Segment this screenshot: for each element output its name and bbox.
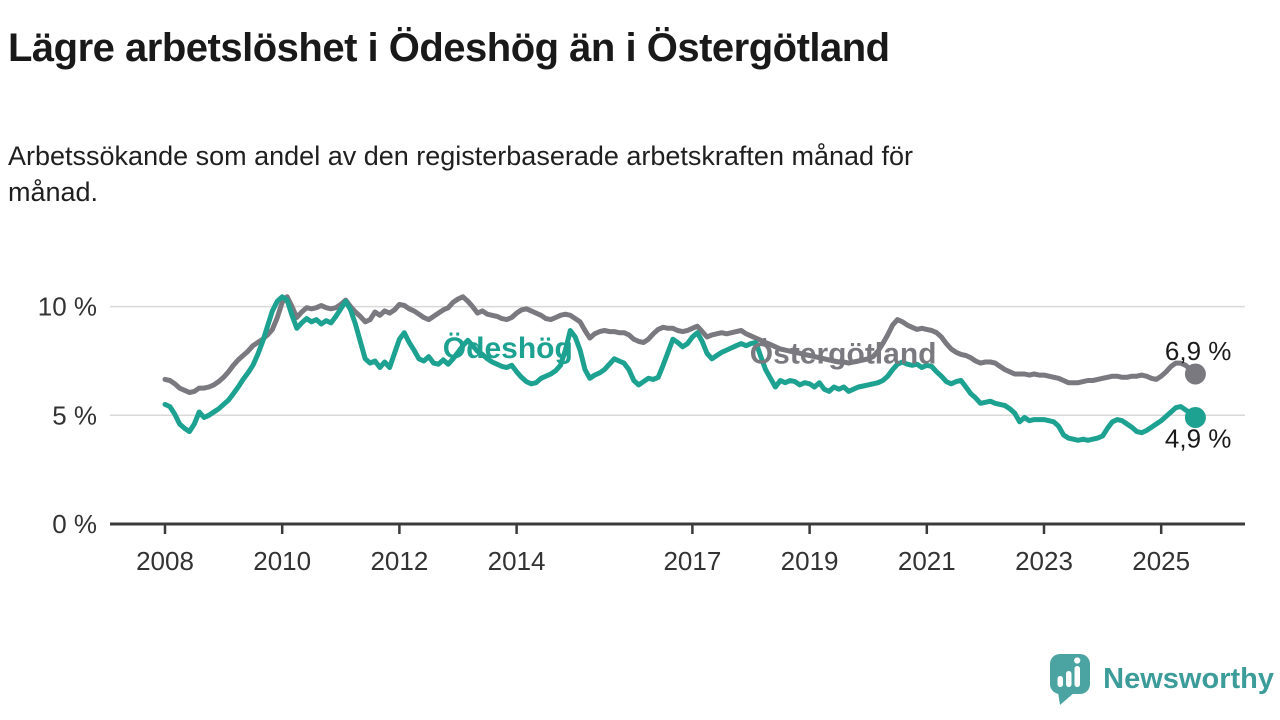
series-name-label-ostergotland: Östergötland [750,337,937,370]
newsworthy-logo: Newsworthy [1047,652,1274,706]
newsworthy-speech-bubble-chart-icon [1050,654,1091,705]
series-end-value-label-ostergotland: 6,9 % [1165,336,1232,366]
x-tick-label: 2017 [663,546,721,576]
chart-subtitle-line-2: månad. [8,177,99,208]
x-tick-label: 2012 [370,546,428,576]
y-tick-label: 0 % [52,509,97,539]
series-line-ostergotland [162,294,1198,395]
series-end-value-label-odeshog: 4,9 % [1165,424,1232,454]
x-tick-label: 2008 [136,546,194,576]
y-tick-label: 5 % [52,400,97,430]
chart-subtitle: Arbetssökande som andel av den registerb… [8,138,1228,211]
chart-subtitle-line-1: Arbetssökande som andel av den registerb… [8,141,914,171]
x-tick-label: 2010 [253,546,311,576]
y-tick-label: 10 % [38,292,97,322]
series-end-dot-odeshog [1184,407,1206,428]
x-tick-label: 2023 [1015,546,1073,576]
page-title: Lägre arbetslöshet i Ödeshög än i Österg… [8,26,890,70]
series-line-odeshog [162,294,1198,443]
x-tick-label: 2019 [781,546,839,576]
newsworthy-logo-text: Newsworthy [1103,662,1274,695]
series-name-label-odeshog: Ödeshög [443,332,573,365]
series-end-dot-ostergotland [1184,363,1206,385]
x-tick-label: 2014 [488,546,546,576]
x-tick-label: 2021 [898,546,956,576]
x-tick-label: 2025 [1132,546,1190,576]
line-chart: 2008 2010 2012 2014 2017 2019 2021 2023 2025 0 % 5… [38,292,1245,576]
